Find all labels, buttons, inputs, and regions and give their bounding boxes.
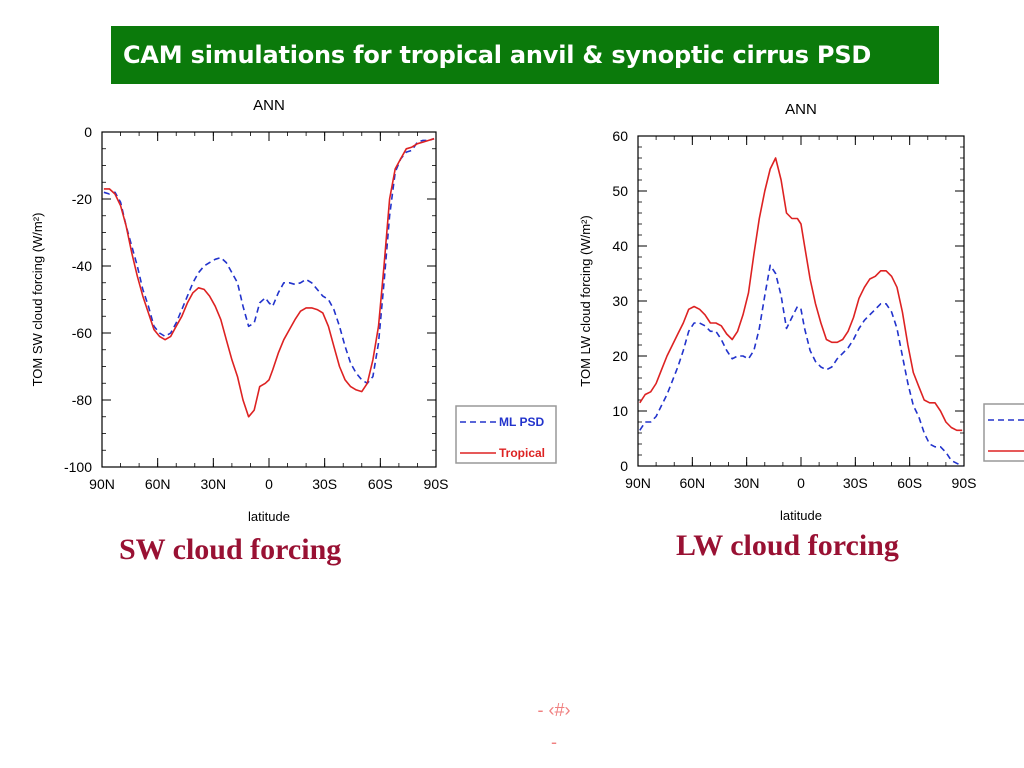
lw-y-tick-label: 50 bbox=[612, 183, 628, 199]
lw-caption: LW cloud forcing bbox=[676, 529, 899, 562]
lw-x-tick-label: 0 bbox=[797, 475, 805, 491]
slide-title-banner: CAM simulations for tropical anvil & syn… bbox=[111, 26, 939, 84]
sw-y-tick-label: -40 bbox=[72, 258, 92, 274]
lw-x-tick-label: 30S bbox=[843, 475, 868, 491]
sw-y-tick-label: 0 bbox=[84, 124, 92, 140]
lw-y-axis-label: TOM LW cloud forcing (W/m²) bbox=[578, 215, 593, 386]
lw-x-axis-label: latitude bbox=[780, 508, 822, 523]
slide-number-line1: - ‹#› bbox=[537, 700, 571, 720]
sw-x-axis-label: latitude bbox=[248, 509, 290, 524]
sw-legend-label: ML PSD bbox=[499, 415, 544, 429]
sw-legend-label: Tropical bbox=[499, 446, 545, 460]
sw-y-tick-label: -60 bbox=[72, 325, 92, 341]
sw-x-tick-label: 90N bbox=[89, 476, 115, 492]
lw-x-tick-label: 90S bbox=[952, 475, 977, 491]
sw-x-tick-label: 60N bbox=[145, 476, 171, 492]
sw-y-tick-label: -100 bbox=[64, 459, 92, 475]
lw-y-tick-label: 40 bbox=[612, 238, 628, 254]
lw-plot-frame bbox=[637, 135, 965, 467]
slide-number: - ‹#› - bbox=[524, 694, 584, 758]
sw-y-tick-label: -20 bbox=[72, 191, 92, 207]
sw-x-tick-label: 90S bbox=[424, 476, 449, 492]
sw-x-tick-label: 30S bbox=[312, 476, 337, 492]
sw-x-tick-label: 0 bbox=[265, 476, 273, 492]
sw-y-axis-label: TOM SW cloud forcing (W/m²) bbox=[30, 213, 45, 387]
sw-series-ml-psd bbox=[103, 137, 435, 385]
lw-x-tick-label: 60N bbox=[679, 475, 705, 491]
lw-legend-box bbox=[983, 403, 1024, 462]
lw-x-tick-label: 60S bbox=[897, 475, 922, 491]
lw-title: ANN bbox=[785, 101, 817, 118]
lw-series-ml-psd bbox=[639, 264, 963, 467]
sw-x-tick-label: 60S bbox=[368, 476, 393, 492]
lw-y-tick-label: 20 bbox=[612, 348, 628, 364]
sw-x-tick-label: 30N bbox=[200, 476, 226, 492]
sw-y-tick-label: -80 bbox=[72, 392, 92, 408]
sw-series-tropical bbox=[103, 137, 435, 418]
slide-number-line2: - bbox=[551, 732, 557, 752]
slide-title: CAM simulations for tropical anvil & syn… bbox=[123, 41, 872, 69]
sw-title: ANN bbox=[253, 97, 285, 114]
lw-x-tick-label: 30N bbox=[734, 475, 760, 491]
sw-caption: SW cloud forcing bbox=[119, 533, 342, 566]
lw-y-tick-label: 30 bbox=[612, 293, 628, 309]
lw-series-tropical bbox=[639, 157, 963, 432]
lw-y-tick-label: 0 bbox=[620, 458, 628, 474]
lw-x-tick-label: 90N bbox=[625, 475, 651, 491]
lw-y-tick-label: 60 bbox=[612, 128, 628, 144]
lw-y-tick-label: 10 bbox=[612, 403, 628, 419]
